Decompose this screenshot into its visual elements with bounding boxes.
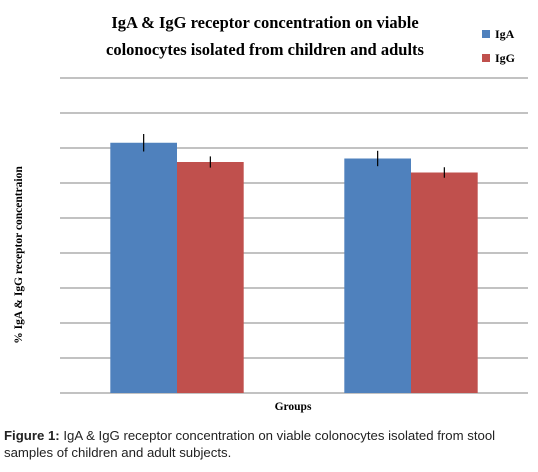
x-axis-label: Groups: [275, 401, 312, 413]
caption-label: Figure 1:: [4, 428, 60, 443]
legend-label-iga: IgA: [495, 27, 515, 41]
error-bars: [143, 134, 445, 178]
bar-igg-1: [177, 162, 244, 393]
figure-caption: Figure 1: IgA & IgG receptor concentrati…: [4, 427, 534, 461]
legend-label-igg: IgG: [495, 51, 515, 65]
bars: [110, 142, 478, 393]
chart-title-line-1: IgA & IgG receptor concentration on viab…: [111, 13, 418, 32]
chart-title-line-2: colonocytes isolated from children and a…: [106, 40, 425, 59]
legend: IgA IgG: [482, 27, 515, 65]
bar-igg-2: [411, 172, 478, 393]
legend-swatch-iga: [482, 30, 490, 38]
bar-iga-1: [110, 142, 177, 393]
caption-text: IgA & IgG receptor concentration on viab…: [4, 428, 496, 460]
y-axis-label: % IgA & IgG receptor concentraion: [13, 166, 25, 344]
legend-swatch-igg: [482, 54, 490, 62]
bar-iga-2: [344, 158, 411, 393]
